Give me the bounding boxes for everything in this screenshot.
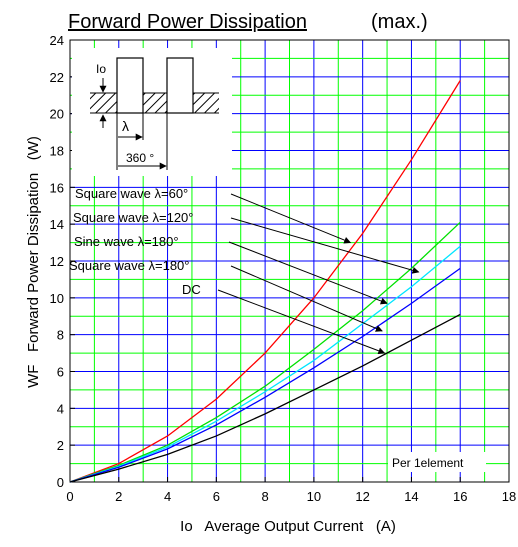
x-axis-title: Io Average Output Current (A)	[180, 518, 396, 535]
pulse-1	[116, 57, 144, 114]
y-tick-label: 14	[50, 217, 64, 232]
x-tick-label: 2	[115, 489, 122, 504]
y-tick-label: 0	[57, 475, 64, 490]
chart-title: Forward Power Dissipation	[68, 11, 307, 33]
lambda-label: λ	[122, 118, 129, 134]
series-line-4	[69, 313, 461, 483]
y-axis-title: WF Forward Power Dissipation (W)	[25, 136, 42, 388]
per-element-note: Per 1element	[392, 456, 464, 470]
series-line-2	[69, 245, 461, 483]
series-arrow	[217, 289, 386, 355]
y-tick-label: 8	[57, 328, 64, 343]
x-tick-label: 8	[261, 489, 268, 504]
series-label: Square wave λ=180°	[69, 258, 189, 273]
series-label: Square wave λ=120°	[73, 210, 193, 225]
series-line-1	[69, 221, 461, 483]
y-tick-label: 2	[57, 438, 64, 453]
series-label: DC	[182, 282, 201, 297]
x-tick-label: 4	[164, 489, 171, 504]
y-tick-label: 6	[57, 365, 64, 380]
x-tick-label: 16	[453, 489, 467, 504]
series-line-0	[69, 80, 461, 483]
annotations: Square wave λ=60° Square wave λ=120° Sine …	[69, 186, 486, 472]
x-tick-label: 10	[307, 489, 321, 504]
series-arrow	[230, 193, 352, 244]
period-label: 360 °	[126, 151, 154, 165]
io-label: Io	[96, 62, 106, 76]
chart-title-suffix: (max.)	[371, 11, 428, 33]
series-label: Sine wave λ=180°	[74, 234, 179, 249]
series-line-3	[69, 267, 461, 483]
note-background	[388, 452, 486, 472]
x-tick-label: 12	[355, 489, 369, 504]
series-arrow	[228, 241, 388, 305]
y-tick-label: 18	[50, 144, 64, 159]
x-tick-label: 18	[502, 489, 516, 504]
series-label: Square wave λ=60°	[75, 186, 188, 201]
y-tick-label: 12	[50, 254, 64, 269]
y-tick-label: 20	[50, 107, 64, 122]
y-tick-label: 16	[50, 180, 64, 195]
series-lines	[69, 80, 461, 483]
x-tick-label: 0	[66, 489, 73, 504]
series-arrow	[230, 217, 420, 274]
y-tick-label: 4	[57, 401, 64, 416]
x-tick-label: 14	[404, 489, 418, 504]
series-arrow	[230, 265, 383, 332]
pulse-2	[166, 57, 194, 114]
hatched-band	[90, 93, 219, 113]
y-tick-label: 10	[50, 291, 64, 306]
waveform-inset: Io λ 360 °	[72, 48, 232, 176]
x-tick-label: 6	[213, 489, 220, 504]
y-tick-label: 24	[50, 33, 64, 48]
y-tick-label: 22	[50, 70, 64, 85]
